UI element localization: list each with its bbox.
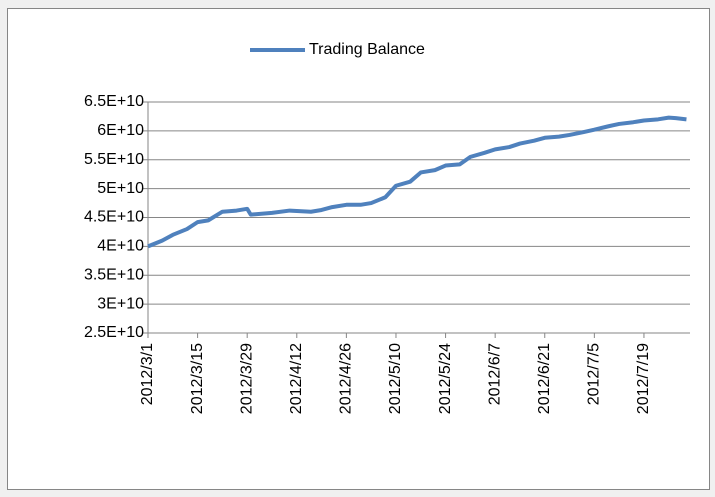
x-tick-label: 2012/7/19 [635, 343, 652, 414]
y-tick-label: 2.5E+10 [84, 324, 144, 341]
y-tick-label: 6E+10 [97, 122, 144, 139]
x-tick-label: 2012/3/1 [139, 343, 156, 405]
chart-area [7, 8, 710, 490]
x-tick-label: 2012/5/24 [437, 343, 454, 414]
y-tick-label: 5E+10 [97, 180, 144, 197]
x-tick-label: 2012/7/5 [586, 343, 603, 405]
x-tick-label: 2012/4/26 [338, 343, 355, 414]
y-tick-label: 5.5E+10 [84, 151, 144, 168]
y-tick-label: 6.5E+10 [84, 93, 144, 110]
x-tick-label: 2012/3/29 [238, 343, 255, 414]
y-tick-label: 3E+10 [97, 295, 144, 312]
x-tick-label: 2012/6/21 [536, 343, 553, 414]
legend-label: Trading Balance [309, 41, 425, 58]
x-tick-label: 2012/4/12 [288, 343, 305, 414]
y-tick-label: 4.5E+10 [84, 209, 144, 226]
x-tick-label: 2012/3/15 [189, 343, 206, 414]
y-tick-label: 3.5E+10 [84, 266, 144, 283]
line [147, 115, 687, 249]
x-tick-label: 2012/5/10 [387, 343, 404, 414]
y-tick-label: 4E+10 [97, 238, 144, 255]
x-tick-label: 2012/6/7 [486, 343, 503, 405]
